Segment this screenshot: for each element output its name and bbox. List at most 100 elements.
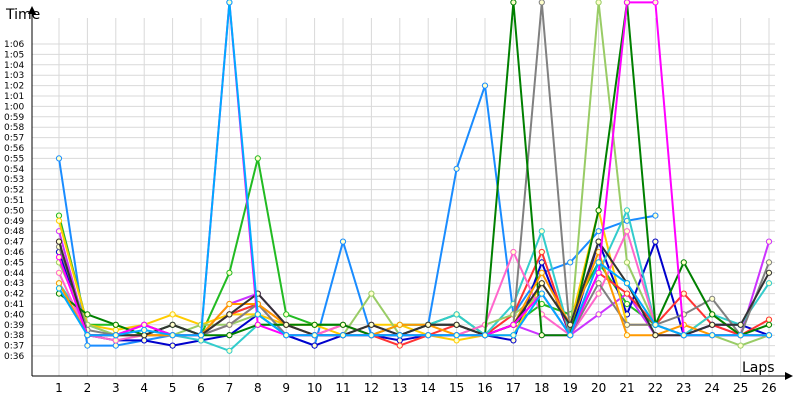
data-point (652, 0, 659, 6)
data-point (538, 228, 545, 235)
data-point (680, 290, 687, 297)
data-point (709, 295, 716, 302)
data-point (254, 311, 261, 318)
data-point (595, 280, 602, 287)
data-point (623, 0, 631, 6)
data-point (765, 316, 773, 323)
x-tick-label: 22 (648, 381, 663, 395)
data-point (226, 321, 233, 328)
series-line (58, 240, 770, 337)
x-tick-label: 12 (364, 381, 379, 395)
y-tick-label: 0:37 (4, 342, 24, 352)
data-point (226, 269, 233, 276)
y-tick-label: 0:41 (4, 300, 24, 310)
data-point (623, 259, 631, 266)
data-point (425, 332, 432, 339)
y-tick-label: 0:53 (4, 175, 24, 185)
data-point (396, 332, 403, 339)
data-point (538, 332, 545, 339)
data-point (623, 300, 631, 308)
data-point (595, 207, 602, 214)
y-tick-label: 1:03 (4, 71, 24, 81)
y-tick-label: 0:47 (4, 238, 24, 248)
data-point (765, 280, 773, 287)
data-point (141, 321, 148, 328)
x-axis-arrow (785, 372, 793, 380)
y-tick-label: 1:01 (4, 92, 24, 102)
x-tick-label: 7 (226, 381, 234, 395)
data-point (623, 228, 631, 235)
x-tick-label: 2 (84, 381, 92, 395)
data-point (112, 326, 119, 334)
data-point (510, 337, 517, 344)
data-point (652, 212, 659, 219)
y-tick-label: 0:45 (4, 258, 24, 268)
data-point (254, 321, 261, 328)
data-point (55, 269, 63, 276)
y-tick-label: 1:04 (4, 61, 24, 71)
axes (28, 6, 793, 380)
data-point (623, 321, 631, 328)
x-tick-label: 19 (563, 381, 578, 395)
data-point (84, 342, 91, 349)
data-point (112, 342, 119, 349)
series-8 (55, 228, 773, 344)
x-tick-label: 13 (392, 381, 407, 395)
data-point (538, 248, 545, 256)
x-tick-label: 14 (421, 381, 436, 395)
data-point (169, 311, 176, 318)
data-point (652, 332, 659, 339)
data-point (339, 332, 347, 339)
data-point (765, 238, 773, 245)
y-tick-label: 0:51 (4, 196, 24, 206)
y-tick-label: 1:06 (4, 40, 24, 50)
data-point (680, 259, 687, 266)
data-point (510, 321, 517, 328)
data-point (567, 259, 574, 266)
x-tick-label: 17 (506, 381, 521, 395)
x-tick-label: 10 (307, 381, 322, 395)
y-tick-label: 0:50 (4, 206, 24, 216)
x-tick-labels: 1 2 3 4 5 6 7 8 9 10 11 12 13 14 15 16 17 18 19 20 21 22 23 24 2… (55, 381, 776, 395)
data-point (368, 290, 375, 297)
data-point (737, 321, 744, 328)
data-point (311, 342, 318, 349)
x-tick-label: 18 (534, 381, 549, 395)
y-tick-label: 0:38 (4, 331, 24, 341)
x-tick-label: 25 (733, 381, 748, 395)
series-line (58, 1, 770, 347)
y-tick-label: 0:46 (4, 248, 24, 258)
series-12 (55, 238, 773, 339)
data-point (680, 332, 687, 339)
data-point (453, 332, 460, 339)
y-tick-label: 0:54 (4, 165, 24, 175)
x-tick-label: 6 (197, 381, 205, 395)
series-line (58, 84, 656, 347)
data-point (595, 311, 602, 318)
data-point (595, 228, 602, 235)
data-point (709, 332, 716, 339)
y-tick-label: 0:49 (4, 217, 24, 227)
data-point (112, 332, 119, 339)
x-tick-label: 24 (705, 381, 720, 395)
series-layer (55, 0, 773, 354)
data-point (652, 321, 659, 328)
data-point (226, 0, 233, 6)
x-tick-label: 3 (112, 381, 120, 395)
data-point (538, 290, 545, 297)
data-point (55, 238, 63, 245)
y-tick-label: 0:44 (4, 269, 24, 279)
y-tick-label: 0:43 (4, 279, 24, 289)
data-point (737, 332, 744, 339)
data-point (226, 347, 233, 354)
data-point (510, 0, 517, 6)
data-point (226, 300, 233, 308)
data-point (538, 259, 545, 266)
y-tick-labels: 0:360:370:380:390:400:410:420:430:440:45… (4, 40, 24, 362)
y-axis-arrow (28, 6, 36, 14)
x-tick-label: 26 (761, 381, 776, 395)
y-tick-label: 0:55 (4, 154, 24, 164)
y-tick-label: 0:36 (4, 352, 24, 362)
data-point (538, 269, 545, 276)
